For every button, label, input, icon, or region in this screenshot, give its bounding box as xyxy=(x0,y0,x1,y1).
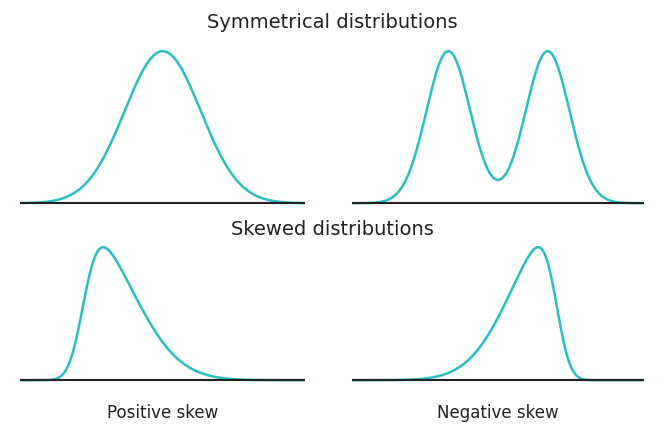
Text: Skewed distributions: Skewed distributions xyxy=(230,220,434,239)
Text: Symmetrical distributions: Symmetrical distributions xyxy=(207,13,457,32)
Text: Positive skew: Positive skew xyxy=(107,404,218,422)
Text: Negative skew: Negative skew xyxy=(437,404,559,422)
